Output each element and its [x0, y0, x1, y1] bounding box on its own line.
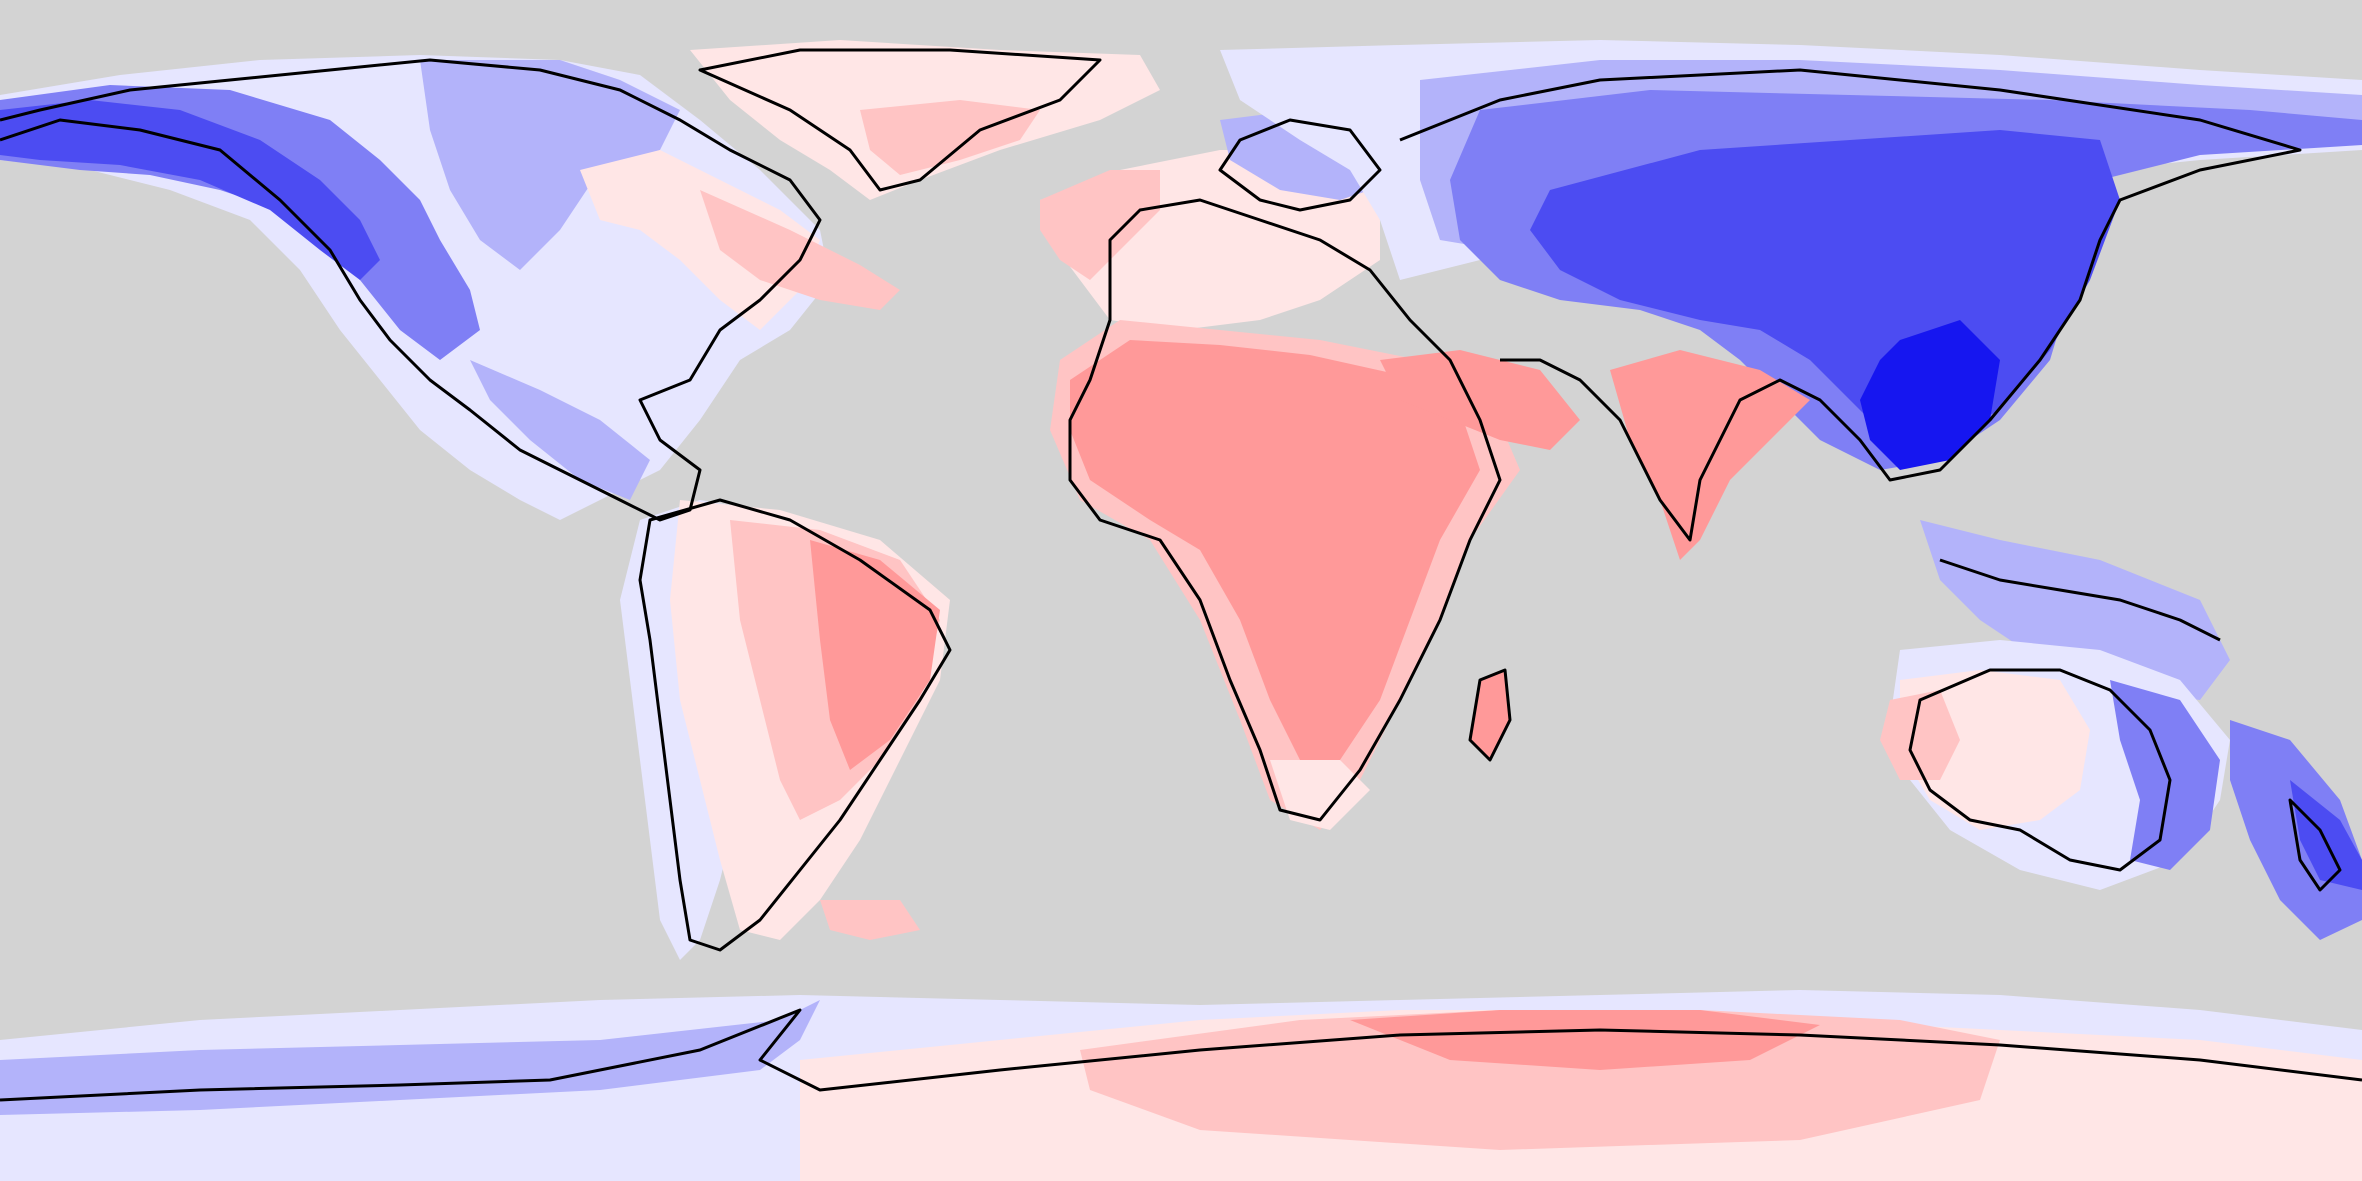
brazil-red	[810, 540, 940, 770]
india-region	[1610, 350, 1810, 560]
coastline-europe-africa	[1068, 198, 1502, 822]
antarctica-red	[1350, 1010, 1820, 1070]
central-america-mid-blue	[470, 360, 650, 500]
maritime-se-asia-light-blue	[1920, 520, 2230, 700]
coastline-antarctica	[0, 1008, 2362, 1102]
middle-east-red	[1380, 350, 1580, 450]
australia-light-red	[1880, 690, 1960, 780]
greenland-region	[690, 40, 1160, 200]
coastline-se-asia-islands	[1939, 558, 2221, 642]
europe-light-red-west	[1040, 170, 1160, 280]
coastline-new-zealand	[2288, 798, 2342, 892]
coastline-scandinavia	[1218, 118, 1382, 212]
coastline-madagascar	[1468, 668, 1512, 762]
coastline-australia	[1908, 668, 2172, 872]
new-zealand-blue	[2290, 780, 2362, 890]
coastline-greenland	[698, 48, 1102, 192]
north-america-pale-red-east	[580, 150, 820, 330]
north-america-blue	[0, 100, 380, 280]
north-america-light-red-east	[700, 190, 900, 310]
greenland-light-red	[860, 100, 1040, 175]
south-america-patagonia-light-red	[820, 900, 920, 940]
antarctica-west-light-blue	[0, 1000, 820, 1115]
north-america-light-blue	[420, 60, 680, 270]
coastline-asia	[1399, 68, 2302, 542]
africa-red	[1070, 340, 1480, 760]
australia-east-mid-blue	[2110, 680, 2220, 870]
south-america-region	[620, 500, 950, 960]
india-red	[1610, 350, 1810, 560]
coastline-south-america	[638, 498, 952, 952]
coastline-north-america	[0, 58, 822, 522]
africa-middle-east-region	[1050, 320, 1580, 830]
east-asia-strong-blue	[1860, 320, 2000, 470]
north-america-region	[0, 55, 900, 520]
antarctica-region	[0, 990, 2362, 1181]
coastlines	[0, 48, 2362, 1102]
